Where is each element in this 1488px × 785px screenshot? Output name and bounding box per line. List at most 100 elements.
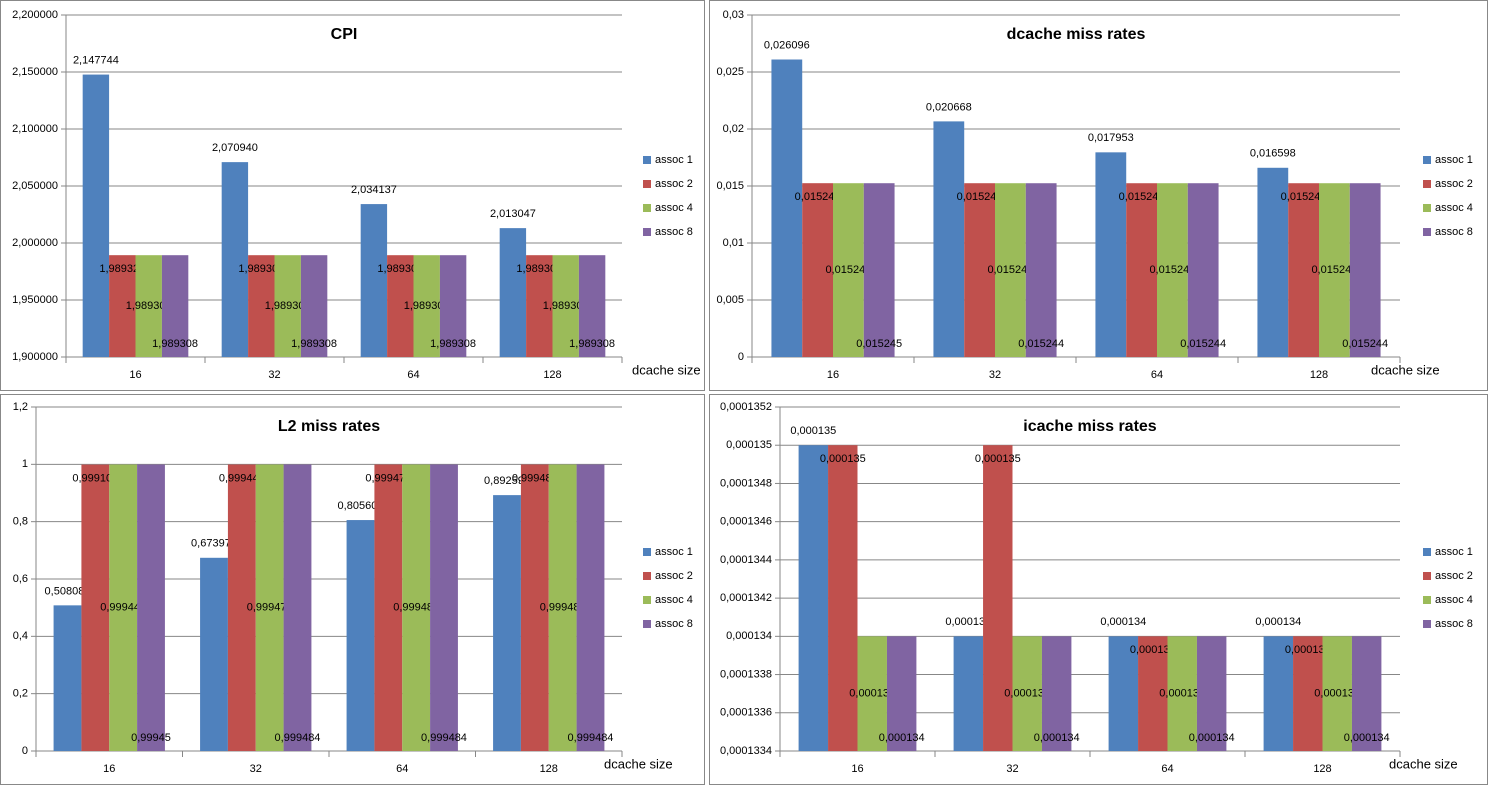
y-tick-label: 0,6 (13, 573, 28, 585)
bar (227, 464, 256, 751)
x-tick-label: 32 (1006, 763, 1018, 775)
y-tick-label: 1,900000 (12, 351, 58, 363)
bar (1012, 636, 1042, 751)
bar (771, 59, 803, 357)
bar (1263, 636, 1294, 751)
bar (798, 445, 829, 751)
legend-label: assoc 4 (1435, 202, 1473, 214)
bar (283, 464, 312, 751)
bar (346, 520, 375, 751)
data-label: 0,015244 (1149, 264, 1195, 276)
data-label: 0,000135 (790, 425, 836, 437)
data-label: 0,999484 (568, 732, 614, 744)
y-tick-label: 0,000135 (726, 439, 772, 451)
bar (137, 464, 165, 751)
bar (248, 255, 275, 357)
data-label: 0,015244 (1180, 338, 1226, 350)
data-label: 0,000135 (820, 453, 866, 465)
x-tick-label: 128 (540, 763, 558, 775)
data-label: 0,805607 (338, 500, 384, 512)
data-label: 0,999106 (72, 472, 118, 484)
y-tick-label: 0,0001334 (720, 745, 772, 757)
data-label: 0,999484 (393, 602, 439, 614)
x-tick-label: 32 (268, 369, 280, 381)
legend-swatch (1423, 156, 1431, 164)
legend-swatch (643, 204, 651, 212)
legend-label: assoc 1 (1435, 546, 1473, 558)
data-label: 0,000134 (1314, 688, 1360, 700)
x-axis-label: dcache size (632, 362, 701, 377)
bar (828, 445, 858, 751)
bar (135, 255, 162, 357)
data-label: 1,989308 (265, 300, 311, 312)
legend-label: assoc 8 (1435, 226, 1473, 238)
bar (526, 255, 553, 357)
legend-label: assoc 2 (655, 570, 693, 582)
chart-title: CPI (331, 26, 358, 43)
bar (109, 255, 136, 357)
data-label: 1,989308 (569, 338, 615, 350)
y-tick-label: 2,150000 (12, 66, 58, 78)
data-label: 0,892595 (484, 475, 530, 487)
data-label: 0,508081 (45, 585, 91, 597)
legend-swatch (643, 596, 651, 604)
y-tick-label: 0,8 (13, 516, 28, 528)
legend-label: assoc 1 (655, 546, 693, 558)
chart-panel: 0 0,005 0,01 0,015 0,02 0,025 0,03 dcache miss … (709, 0, 1488, 391)
data-label: 0,000134 (1130, 644, 1176, 656)
bar (499, 228, 527, 357)
data-label: 1,989308 (126, 300, 172, 312)
bar (578, 255, 606, 357)
bar (1322, 636, 1352, 751)
y-tick-label: 0,025 (716, 66, 744, 78)
data-label: 0,015244 (1119, 191, 1165, 203)
data-label: 0,99945 (131, 732, 171, 744)
legend-swatch (1423, 180, 1431, 188)
chart-title: L2 miss rates (278, 418, 380, 435)
bar (1126, 183, 1157, 357)
legend-swatch (643, 228, 651, 236)
y-tick-label: 1,2 (13, 401, 28, 413)
bar (274, 255, 301, 357)
x-tick-label: 32 (989, 369, 1001, 381)
data-label: 0,015244 (1018, 338, 1064, 350)
bar (360, 204, 388, 357)
data-label: 0,015245 (957, 191, 1003, 203)
y-tick-label: 0,02 (723, 123, 744, 135)
data-label: 0,017953 (1088, 132, 1134, 144)
y-tick-label: 0,005 (716, 294, 744, 306)
bar (387, 255, 414, 357)
data-label: 1,989325 (99, 263, 145, 275)
bar (1257, 167, 1289, 357)
bar (1288, 183, 1319, 357)
data-label: 0,000134 (1255, 616, 1301, 628)
y-tick-label: 0,2 (13, 688, 28, 700)
bar (1157, 183, 1188, 357)
x-tick-label: 16 (103, 763, 115, 775)
bar (1187, 183, 1219, 357)
bar (552, 255, 579, 357)
bar (82, 74, 110, 357)
bar (1041, 636, 1072, 751)
y-tick-label: 0,0001348 (720, 477, 772, 489)
y-tick-label: 0,4 (13, 630, 28, 642)
y-tick-label: 0,000134 (726, 630, 772, 642)
data-label: 0,000134 (1189, 732, 1235, 744)
bar (402, 464, 431, 751)
bar (439, 255, 467, 357)
data-label: 1,989308 (430, 338, 476, 350)
bar (221, 162, 249, 357)
bar (833, 183, 864, 357)
y-tick-label: 2,050000 (12, 180, 58, 192)
bar (964, 183, 995, 357)
y-tick-label: 1,950000 (12, 294, 58, 306)
y-tick-label: 0,015 (716, 180, 744, 192)
legend-swatch (1423, 548, 1431, 556)
legend-label: assoc 2 (1435, 570, 1473, 582)
data-label: 0,000134 (1004, 688, 1050, 700)
data-label: 0,000134 (1034, 732, 1080, 744)
legend-swatch (1423, 572, 1431, 580)
data-label: 0,016598 (1250, 148, 1296, 160)
y-tick-label: 2,100000 (12, 123, 58, 135)
